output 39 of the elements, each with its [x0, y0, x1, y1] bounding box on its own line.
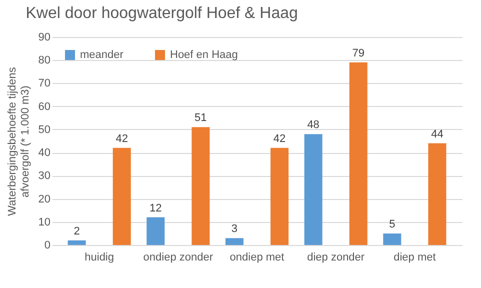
data-label: 12	[150, 202, 162, 214]
data-label: 51	[194, 112, 207, 124]
x-tick-label: ondiep met	[230, 252, 284, 264]
y-tick-label: 90	[38, 32, 50, 44]
bar	[225, 238, 244, 245]
y-tick-label: 50	[38, 124, 50, 136]
data-label: 79	[352, 47, 364, 60]
x-tick-label: diep met	[394, 252, 436, 264]
y-tick-label: 80	[38, 54, 50, 67]
data-label: 48	[307, 119, 320, 132]
bar	[146, 217, 165, 245]
bar	[428, 143, 446, 245]
data-label: 3	[231, 223, 238, 236]
chart-title: Kwel door hoogwatergolf Hoef & Haag	[26, 5, 298, 22]
y-tick-label: 0	[44, 240, 50, 252]
bar	[192, 127, 210, 245]
y-tick-label: 60	[38, 100, 50, 113]
y-tick-label: 20	[38, 193, 50, 206]
x-tick-label: huidig	[84, 252, 114, 264]
data-label: 44	[431, 128, 444, 140]
data-label: 5	[389, 218, 396, 230]
y-tick-label: 30	[38, 170, 50, 182]
bar	[68, 240, 86, 245]
legend-label: meander	[80, 49, 124, 61]
bar	[270, 148, 289, 245]
legend-label: Hoef en Haag	[170, 49, 238, 61]
data-label: 2	[74, 225, 80, 238]
bar	[349, 62, 368, 245]
bar	[383, 233, 402, 245]
y-axis-title: Waterbergingsbehoefte tijdens afvoergolf (* 1.000 m3)	[6, 66, 32, 216]
y-tick-label: 10	[38, 216, 50, 228]
x-tick-label: ondiep zonder	[143, 252, 214, 264]
bar	[304, 134, 322, 245]
y-tick-label: 40	[38, 147, 50, 160]
data-label: 42	[116, 132, 128, 145]
x-tick-label: diep zonder	[307, 252, 365, 264]
data-label: 42	[273, 132, 286, 145]
y-tick-label: 70	[38, 78, 50, 90]
bar	[112, 148, 131, 245]
